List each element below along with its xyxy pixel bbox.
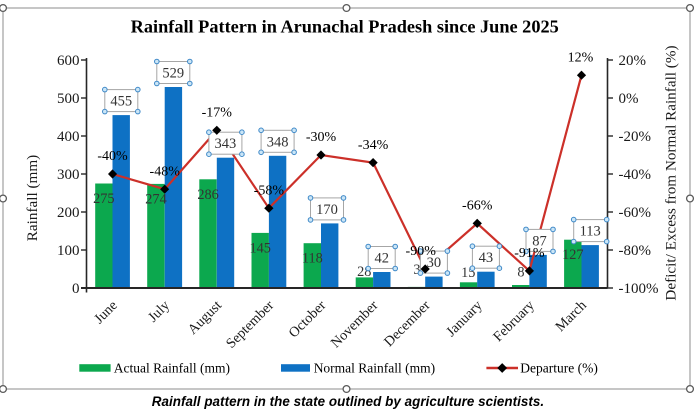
svg-text:Rainfall Pattern in Arunachal: Rainfall Pattern in Arunachal Pradesh si… (131, 17, 559, 37)
svg-text:12%: 12% (568, 50, 594, 65)
svg-text:January: January (443, 297, 486, 340)
svg-text:July: July (145, 297, 174, 326)
svg-text:600: 600 (57, 53, 80, 69)
svg-text:500: 500 (57, 91, 80, 107)
svg-text:42: 42 (375, 251, 390, 267)
svg-text:43: 43 (479, 250, 494, 266)
svg-text:Departure (%): Departure (%) (520, 361, 598, 376)
svg-text:Normal Rainfall (mm): Normal Rainfall (mm) (314, 361, 435, 376)
svg-text:0: 0 (72, 281, 80, 297)
svg-text:170: 170 (316, 202, 338, 218)
svg-text:118: 118 (302, 251, 323, 267)
svg-text:Deficit/ Excess from Normal Ra: Deficit/ Excess from Normal Rainfall (%) (663, 45, 680, 300)
svg-text:8: 8 (517, 265, 524, 281)
svg-text:529: 529 (162, 66, 184, 82)
svg-text:December: December (381, 297, 434, 350)
svg-text:275: 275 (93, 191, 114, 207)
svg-text:-58%: -58% (254, 183, 285, 198)
svg-text:87: 87 (532, 233, 547, 249)
svg-text:274: 274 (145, 191, 166, 207)
svg-text:3: 3 (413, 262, 420, 278)
svg-text:-48%: -48% (150, 164, 181, 179)
svg-text:-30%: -30% (306, 130, 337, 145)
svg-text:June: June (91, 298, 121, 328)
svg-text:455: 455 (110, 94, 132, 110)
svg-text:100: 100 (57, 243, 80, 259)
svg-text:-40%: -40% (97, 149, 128, 164)
svg-text:-60%: -60% (619, 205, 652, 221)
svg-text:343: 343 (215, 136, 237, 152)
svg-text:-100%: -100% (619, 281, 659, 297)
svg-text:145: 145 (249, 240, 270, 256)
svg-text:30: 30 (427, 255, 442, 271)
svg-text:-17%: -17% (202, 106, 233, 121)
svg-text:400: 400 (57, 129, 80, 145)
svg-text:200: 200 (57, 205, 80, 221)
svg-text:-91%: -91% (514, 246, 545, 261)
svg-text:-20%: -20% (619, 129, 652, 145)
svg-text:-66%: -66% (462, 199, 493, 214)
svg-text:20%: 20% (619, 53, 647, 69)
svg-text:127: 127 (562, 247, 583, 263)
svg-text:0%: 0% (619, 91, 639, 107)
svg-text:Actual Rainfall (mm): Actual Rainfall (mm) (114, 361, 230, 376)
svg-text:Rainfall (mm): Rainfall (mm) (24, 155, 41, 241)
svg-text:-90%: -90% (406, 244, 437, 259)
svg-text:300: 300 (57, 167, 80, 183)
svg-text:113: 113 (580, 224, 601, 240)
svg-text:348: 348 (267, 134, 289, 150)
svg-text:February: February (490, 297, 538, 345)
svg-text:286: 286 (197, 187, 218, 203)
svg-text:-80%: -80% (619, 243, 652, 259)
svg-text:-34%: -34% (358, 138, 389, 153)
svg-text:March: March (552, 298, 589, 335)
svg-text:-40%: -40% (619, 167, 652, 183)
svg-text:September: September (223, 297, 277, 351)
svg-text:October: October (286, 297, 330, 341)
svg-text:August: August (185, 297, 225, 337)
svg-text:November: November (328, 297, 382, 351)
